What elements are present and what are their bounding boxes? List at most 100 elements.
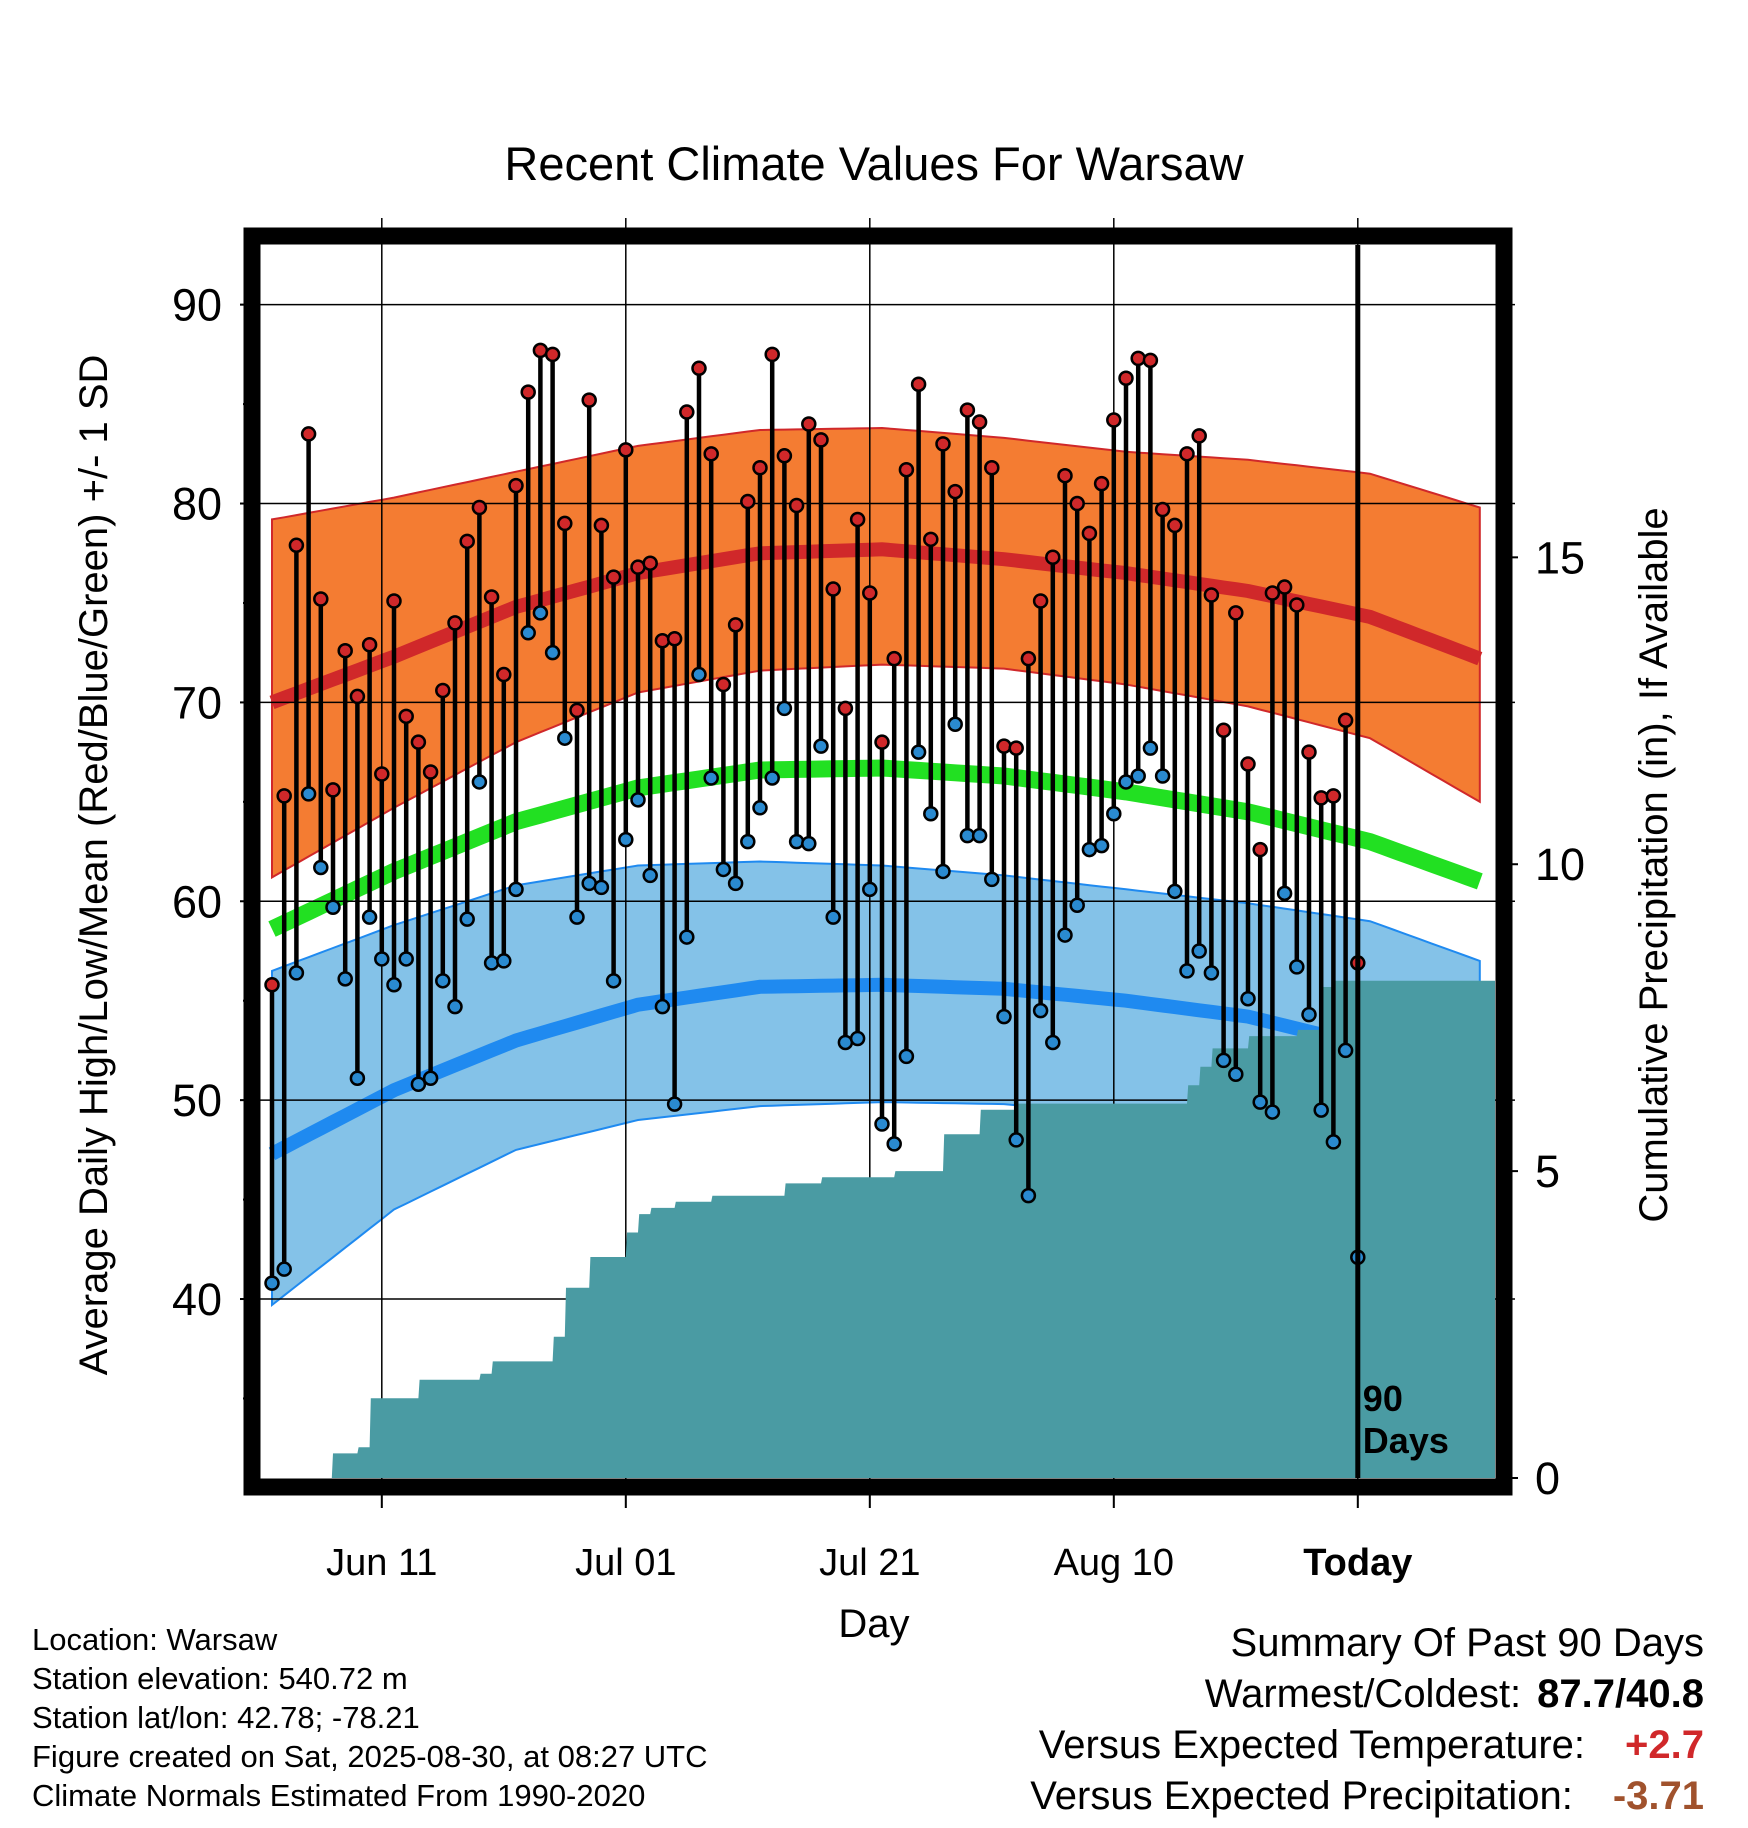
summary-heading: Summary Of Past 90 Days bbox=[1230, 1621, 1704, 1665]
low-point-85 bbox=[1301, 1006, 1317, 1023]
low-point-68 bbox=[1093, 837, 1110, 854]
low-point-39 bbox=[740, 833, 756, 850]
low-point-2 bbox=[288, 965, 305, 981]
high-point-9 bbox=[374, 766, 390, 782]
low-point-30 bbox=[630, 792, 646, 808]
high-point-59 bbox=[984, 459, 1000, 476]
high-point-88 bbox=[1337, 712, 1354, 729]
high-point-72 bbox=[1142, 352, 1159, 369]
high-point-57 bbox=[959, 402, 976, 418]
low-point-83 bbox=[1276, 885, 1293, 902]
low-point-38 bbox=[727, 875, 744, 892]
temp-value: +2.7 bbox=[1625, 1723, 1704, 1767]
low-point-51 bbox=[886, 1136, 902, 1152]
summary-temp-row: Versus Expected Temperature: +2.7 bbox=[1030, 1720, 1704, 1771]
high-point-82 bbox=[1264, 585, 1281, 601]
high-point-50 bbox=[874, 734, 890, 750]
high-point-45 bbox=[813, 432, 829, 448]
low-point-4 bbox=[313, 859, 329, 876]
high-point-81 bbox=[1252, 841, 1268, 858]
high-point-65 bbox=[1057, 467, 1073, 484]
low-point-32 bbox=[654, 998, 671, 1015]
high-point-33 bbox=[666, 631, 683, 647]
low-point-18 bbox=[483, 955, 500, 971]
high-point-87 bbox=[1325, 788, 1342, 804]
low-point-28 bbox=[605, 973, 622, 989]
low-point-36 bbox=[703, 770, 719, 786]
info-normals: Climate Normals Estimated From 1990-2020 bbox=[32, 1778, 646, 1813]
high-point-24 bbox=[557, 515, 573, 532]
high-point-68 bbox=[1093, 475, 1110, 492]
low-point-78 bbox=[1215, 1052, 1232, 1069]
low-point-33 bbox=[666, 1096, 683, 1112]
x-tick-label-1: Jul 01 bbox=[575, 1542, 676, 1584]
low-point-72 bbox=[1142, 740, 1159, 756]
y2-tick-label-2: 10 bbox=[1535, 839, 1585, 890]
y-tick-label-1: 50 bbox=[172, 1075, 222, 1126]
high-sd-band bbox=[271, 426, 1481, 880]
high-point-4 bbox=[313, 591, 329, 607]
y-tick-label-3: 70 bbox=[172, 677, 222, 728]
high-point-2 bbox=[288, 537, 305, 554]
today-marker-line-1: Days bbox=[1363, 1420, 1449, 1461]
info-elevation: Station elevation: 540.72 m bbox=[32, 1661, 408, 1696]
low-point-55 bbox=[935, 863, 951, 880]
low-point-52 bbox=[898, 1048, 915, 1065]
low-point-87 bbox=[1325, 1134, 1342, 1150]
warmest-label: Warmest/Coldest: bbox=[1204, 1672, 1522, 1716]
low-point-1 bbox=[276, 1261, 292, 1277]
high-point-75 bbox=[1179, 446, 1195, 462]
low-point-24 bbox=[557, 730, 573, 746]
today-marker-label: 90 Days bbox=[1363, 1378, 1449, 1461]
high-point-52 bbox=[898, 461, 915, 478]
high-point-64 bbox=[1045, 549, 1061, 565]
high-point-66 bbox=[1069, 495, 1085, 512]
axes-layer: 40 50 60 70 80 90 0 5 10 15 Jun 11 Jul 01 Jul 21 Aug … bbox=[172, 280, 1585, 1584]
x-tick-label-0: Jun 11 bbox=[326, 1542, 437, 1584]
y2-axis-label: Cumulative Precipitation (in), If Availa… bbox=[1632, 507, 1676, 1222]
high-point-53 bbox=[910, 376, 927, 392]
high-point-60 bbox=[996, 738, 1012, 754]
high-point-15 bbox=[447, 615, 463, 631]
high-point-78 bbox=[1215, 722, 1232, 738]
high-point-85 bbox=[1301, 744, 1317, 760]
low-point-22 bbox=[532, 605, 549, 621]
high-point-63 bbox=[1032, 593, 1049, 609]
high-point-67 bbox=[1081, 525, 1098, 542]
low-point-31 bbox=[642, 867, 658, 884]
high-point-10 bbox=[386, 593, 402, 609]
low-point-48 bbox=[849, 1030, 866, 1047]
low-point-5 bbox=[325, 899, 341, 915]
station-info: Location: Warsaw Station elevation: 540.… bbox=[32, 1620, 708, 1815]
high-point-44 bbox=[801, 416, 817, 432]
precip-value: -3.71 bbox=[1612, 1774, 1704, 1818]
low-point-70 bbox=[1118, 774, 1134, 790]
low-point-60 bbox=[996, 1008, 1012, 1025]
x-tick-label-2: Jul 21 bbox=[819, 1542, 920, 1584]
y-axis-label: Average Daily High/Low/Mean (Red/Blue/Gr… bbox=[72, 355, 116, 1376]
y-tick-label-2: 60 bbox=[172, 876, 222, 927]
low-point-86 bbox=[1313, 1102, 1329, 1118]
low-point-76 bbox=[1191, 943, 1207, 959]
low-point-88 bbox=[1337, 1042, 1354, 1059]
high-point-0 bbox=[264, 977, 280, 993]
y-tick-label-0: 40 bbox=[172, 1274, 222, 1325]
frame-border bbox=[243, 227, 1513, 1496]
today-marker-line-0: 90 bbox=[1363, 1378, 1403, 1419]
high-point-69 bbox=[1106, 412, 1122, 428]
high-point-18 bbox=[483, 589, 500, 605]
y-tick-label-5: 90 bbox=[172, 280, 222, 331]
high-point-48 bbox=[849, 511, 866, 528]
y2-tick-label-0: 0 bbox=[1535, 1453, 1560, 1504]
chart-title: Recent Climate Values For Warsaw bbox=[504, 137, 1244, 190]
low-point-41 bbox=[764, 770, 780, 786]
high-point-1 bbox=[276, 788, 292, 804]
low-point-58 bbox=[971, 827, 988, 844]
high-point-79 bbox=[1228, 605, 1244, 621]
high-point-47 bbox=[837, 700, 854, 717]
high-point-20 bbox=[508, 477, 524, 494]
summary-panel: Summary Of Past 90 Days Warmest/Coldest:… bbox=[1030, 1618, 1704, 1822]
high-point-73 bbox=[1154, 501, 1171, 518]
high-point-12 bbox=[410, 734, 427, 750]
